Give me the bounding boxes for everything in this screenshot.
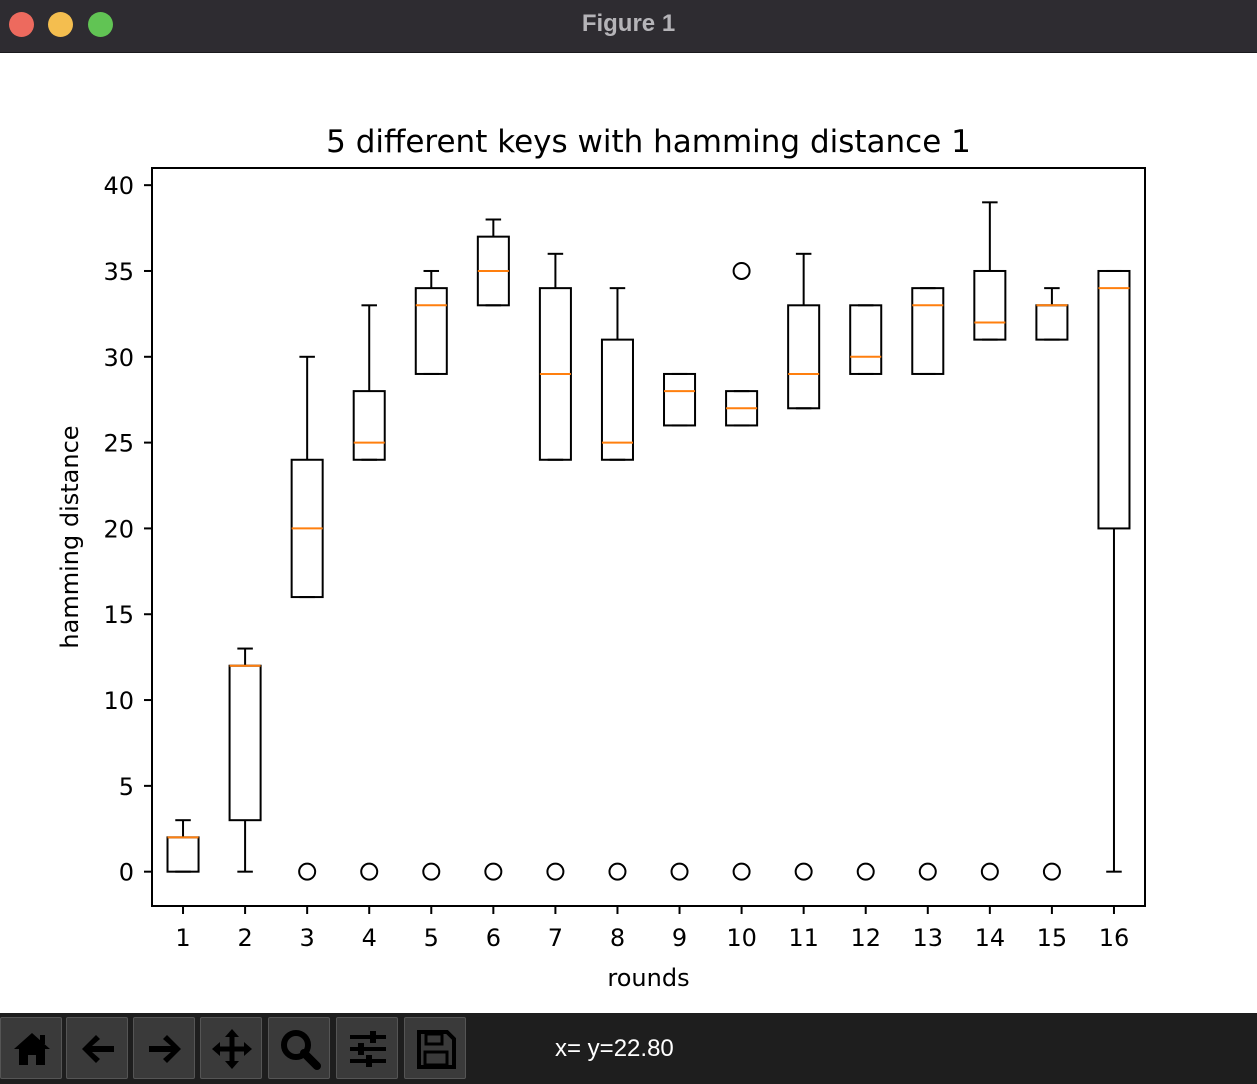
configure-subplots-icon <box>350 1031 386 1067</box>
outlier-point <box>980 862 999 881</box>
box-iqr <box>166 836 200 873</box>
navigation-toolbar: x= y=22.80 <box>0 1013 1257 1084</box>
outlier-point <box>484 862 503 881</box>
x-tick-label: 15 <box>1037 924 1068 952</box>
y-tick-label: 15 <box>103 601 134 629</box>
box-iqr <box>911 287 945 375</box>
y-tick-label: 30 <box>103 344 134 372</box>
save-button[interactable] <box>404 1017 466 1079</box>
forward-button[interactable] <box>133 1017 195 1079</box>
x-tick-label: 13 <box>913 924 944 952</box>
box-iqr <box>414 287 448 375</box>
outlier-point <box>608 862 627 881</box>
y-axis-label: hamming distance <box>56 425 84 648</box>
x-tick-label: 6 <box>486 924 501 952</box>
x-tick-label: 12 <box>850 924 881 952</box>
box-iqr <box>973 269 1007 341</box>
x-tick-label: 3 <box>300 924 315 952</box>
close-window-button[interactable] <box>9 12 34 37</box>
outlier-point <box>360 862 379 881</box>
x-tick-label: 4 <box>362 924 377 952</box>
zoom-button[interactable] <box>268 1017 330 1079</box>
zoom-magnifier-icon <box>281 1030 321 1070</box>
y-tick-label: 35 <box>103 258 134 286</box>
configure-subplots-button[interactable] <box>336 1017 398 1079</box>
x-tick-label: 1 <box>175 924 190 952</box>
y-tick-label: 10 <box>103 687 134 715</box>
x-tick-label: 14 <box>975 924 1006 952</box>
x-tick-label: 9 <box>672 924 687 952</box>
x-tick-label: 10 <box>726 924 757 952</box>
y-tick-label: 5 <box>119 773 134 801</box>
outlier-point <box>732 261 751 280</box>
chart-title: 5 different keys with hamming distance 1 <box>326 124 971 160</box>
box-iqr <box>352 390 386 461</box>
y-tick-label: 20 <box>103 515 134 543</box>
y-tick-label: 25 <box>103 430 134 458</box>
pan-move-icon <box>212 1029 252 1069</box>
back-arrow-icon <box>82 1035 114 1063</box>
x-tick-label: 5 <box>424 924 439 952</box>
boxplot-chart: 5 different keys with hamming distance 1… <box>56 124 1146 992</box>
y-tick-label: 0 <box>119 859 134 887</box>
forward-arrow-icon <box>149 1035 181 1063</box>
x-axis-label: rounds <box>607 964 689 992</box>
x-tick-label: 8 <box>610 924 625 952</box>
outlier-point <box>732 862 751 881</box>
box-iqr <box>663 372 697 427</box>
outlier-point <box>422 862 441 881</box>
cursor-coordinates: x= y=22.80 <box>555 1035 674 1062</box>
box-iqr <box>1035 304 1069 341</box>
box-iqr <box>787 304 821 410</box>
box-iqr <box>849 304 883 375</box>
window-title: Figure 1 <box>581 10 676 37</box>
window-titlebar: Figure 1 <box>0 0 1257 53</box>
save-floppy-icon <box>417 1030 456 1069</box>
outlier-point <box>546 862 565 881</box>
outlier-point <box>298 862 317 881</box>
x-tick-label: 2 <box>237 924 252 952</box>
figure-canvas[interactable]: 5 different keys with hamming distance 1… <box>0 53 1257 1013</box>
outlier-point <box>918 862 937 881</box>
minimize-window-button[interactable] <box>48 12 73 37</box>
plot-frame <box>151 167 1146 907</box>
back-button[interactable] <box>66 1017 128 1079</box>
box-iqr <box>1097 269 1131 530</box>
outlier-point <box>1042 862 1061 881</box>
maximize-window-button[interactable] <box>88 12 113 37</box>
pan-button[interactable] <box>200 1017 262 1079</box>
x-tick-label: 16 <box>1099 924 1130 952</box>
x-tick-label: 7 <box>548 924 563 952</box>
box-iqr <box>228 664 262 822</box>
outlier-point <box>856 862 875 881</box>
outlier-point <box>794 862 813 881</box>
y-tick-label: 40 <box>103 172 134 200</box>
x-tick-label: 11 <box>788 924 819 952</box>
outlier-point <box>670 862 689 881</box>
box-iqr <box>600 338 634 461</box>
home-button[interactable] <box>0 1017 62 1079</box>
home-icon <box>14 1033 50 1065</box>
